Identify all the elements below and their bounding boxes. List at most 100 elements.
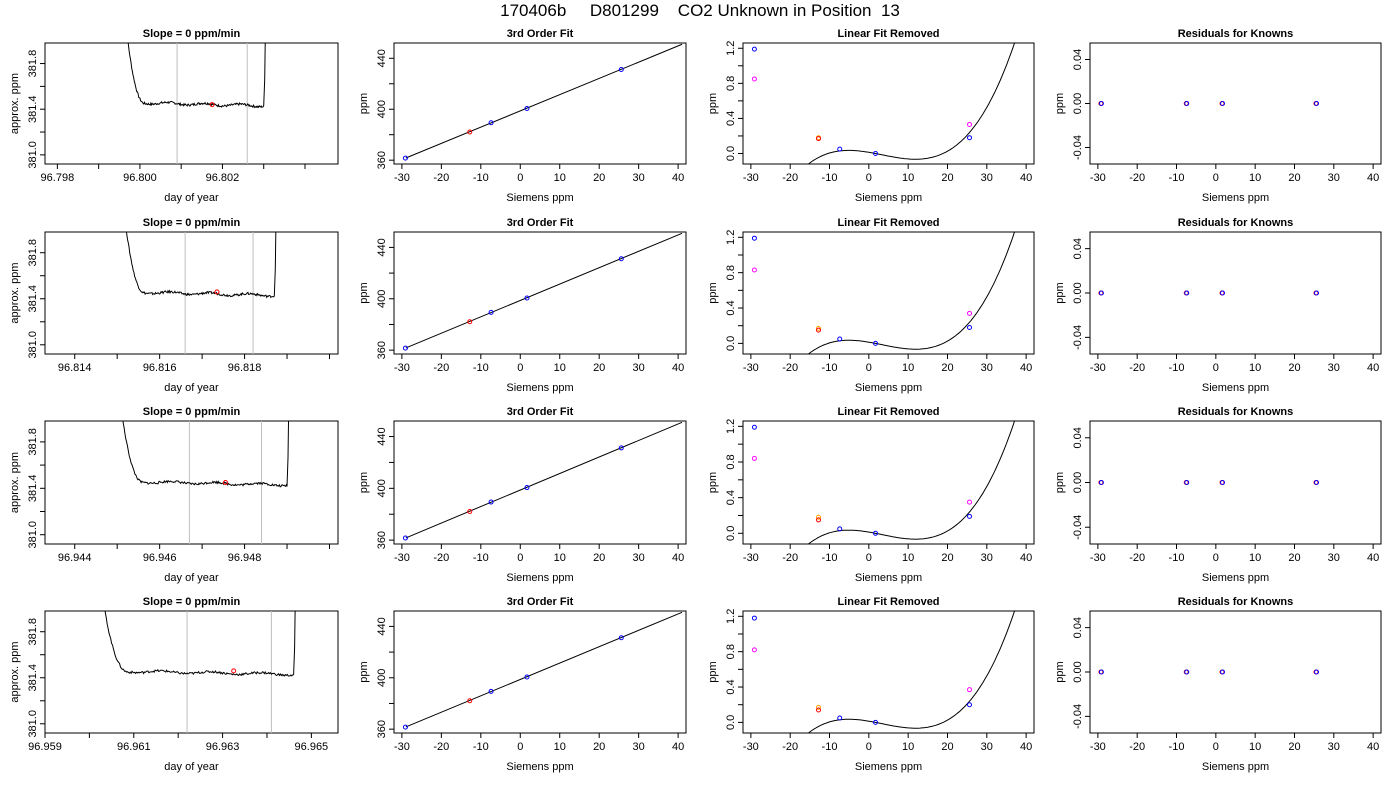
x-tick-label: 40: [1020, 172, 1032, 184]
x-axis-label: Siemens ppm: [855, 192, 922, 204]
x-tick-label: 30: [633, 741, 645, 753]
x-tick-label: 10: [1249, 172, 1261, 184]
plot-frame: [44, 231, 339, 355]
x-axis-label: Siemens ppm: [1202, 382, 1269, 394]
standard-point: [967, 135, 973, 141]
x-tick-label: 40: [672, 552, 684, 564]
data-layer: [1098, 101, 1320, 106]
standard-point: [524, 295, 530, 301]
data-layer: [402, 43, 683, 161]
x-tick-label: 30: [1328, 172, 1340, 184]
raw-point: [967, 499, 973, 505]
y-axis-label: ppm: [707, 93, 719, 114]
panel-title: Residuals for Knowns: [1178, 596, 1294, 608]
x-tick-label: 10: [554, 172, 566, 184]
standard-point: [967, 513, 973, 519]
x-tick-label: 40: [672, 172, 684, 184]
fit-curve: [807, 232, 1016, 354]
panel-r1-c3: Residuals for Knowns -30 -20 -10 0 10 20 30 40 -0…: [1054, 217, 1382, 394]
panel-r3-c2: Linear Fit Removed -30 -20 -10 0 10 20 30 40 0.0 0…: [707, 596, 1035, 773]
x-tick-label: 96.946: [143, 552, 177, 564]
x-tick-label: 20: [1288, 172, 1300, 184]
standard-point: [618, 66, 624, 72]
x-tick-label: 0: [1213, 362, 1219, 374]
residual-point: [1098, 669, 1104, 675]
panel-r0-c1: 3rd Order Fit -30 -20 -10 0 10 20 30 40 360 400 440…: [358, 28, 687, 204]
plot-frame: [393, 610, 687, 734]
x-tick-label: -20: [433, 362, 449, 374]
figure-title: 170406b D801299 CO2 Unknown in Position …: [500, 1, 900, 20]
x-tick-label: 20: [941, 362, 953, 374]
panel-r1-c1: 3rd Order Fit -30 -20 -10 0 10 20 30 40 360 400 440…: [358, 217, 687, 394]
x-tick-label: -20: [433, 172, 449, 184]
fit-line: [405, 43, 683, 159]
data-layer: [402, 611, 683, 730]
unknown-point: [467, 698, 473, 704]
x-tick-label: 0: [517, 172, 523, 184]
standard-point: [837, 715, 843, 721]
mean-marker: [209, 102, 215, 108]
residual-point: [1220, 480, 1226, 485]
panel-title: Residuals for Knowns: [1178, 28, 1294, 40]
x-tick-label: 40: [1367, 172, 1379, 184]
x-tick-label: -30: [743, 741, 759, 753]
plot-frame: [1089, 610, 1382, 734]
standard-point: [837, 526, 843, 532]
raw-point: [967, 122, 973, 128]
trace-line: [127, 43, 266, 109]
panel-title: Slope = 0 ppm/min: [143, 28, 241, 40]
residual-point: [1220, 669, 1226, 675]
plot-frame: [742, 610, 1035, 734]
y-axis-label: approx. ppm: [9, 641, 21, 702]
y-axis-label: ppm: [707, 472, 719, 493]
x-tick-label: -30: [743, 552, 759, 564]
standard-point: [873, 719, 879, 725]
y-tick-label: 0.0: [725, 336, 737, 351]
data-layer: [122, 421, 290, 544]
x-axis-label: Siemens ppm: [1202, 572, 1269, 584]
y-tick-label: 0.8: [725, 454, 737, 469]
y-tick-label: 360: [376, 531, 388, 549]
panel-title: Residuals for Knowns: [1178, 217, 1294, 229]
y-axis-label: ppm: [1054, 661, 1066, 682]
x-tick-label: -30: [1090, 552, 1106, 564]
y-tick-label: -0.04: [1072, 325, 1084, 350]
standard-point: [488, 688, 494, 694]
standard-point: [751, 615, 757, 621]
x-tick-label: 96.965: [295, 741, 329, 753]
y-tick-label: 381.4: [27, 95, 39, 123]
y-tick-label: 0.00: [1072, 282, 1084, 303]
x-tick-label: 10: [1249, 362, 1261, 374]
standard-point: [837, 336, 843, 342]
plot-frame: [742, 420, 1035, 545]
y-tick-label: 0.04: [1072, 427, 1084, 448]
x-tick-label: 20: [593, 362, 605, 374]
panel-title: Slope = 0 ppm/min: [143, 217, 241, 229]
x-tick-label: 40: [1367, 552, 1379, 564]
x-tick-label: -10: [822, 362, 838, 374]
y-tick-label: 1.2: [725, 41, 737, 56]
panel-title: 3rd Order Fit: [507, 406, 574, 418]
panel-r3-c0: Slope = 0 ppm/min 96.959 96.961 96.963 96.96…: [9, 596, 339, 773]
plot-frame: [742, 231, 1035, 355]
y-tick-label: 0.00: [1072, 472, 1084, 493]
raw-point: [967, 687, 973, 693]
data-layer: [751, 43, 1016, 164]
data-layer: [104, 611, 296, 733]
residual-point: [1184, 480, 1190, 485]
x-tick-label: 20: [1288, 552, 1300, 564]
x-tick-label: 10: [554, 552, 566, 564]
x-tick-label: 0: [866, 552, 872, 564]
x-tick-label: 30: [633, 172, 645, 184]
y-axis-label: ppm: [707, 661, 719, 682]
x-tick-label: 40: [1367, 741, 1379, 753]
x-tick-label: 10: [554, 741, 566, 753]
y-tick-label: 0.4: [725, 300, 737, 315]
fit-line: [405, 611, 683, 728]
panel-r1-c0: Slope = 0 ppm/min 96.814 96.816 96.818 381.0…: [9, 217, 339, 394]
x-axis-label: Siemens ppm: [1202, 192, 1269, 204]
x-tick-label: 40: [1367, 362, 1379, 374]
fit-curve: [807, 43, 1016, 164]
data-layer: [751, 421, 1016, 544]
data-layer: [751, 232, 1016, 354]
